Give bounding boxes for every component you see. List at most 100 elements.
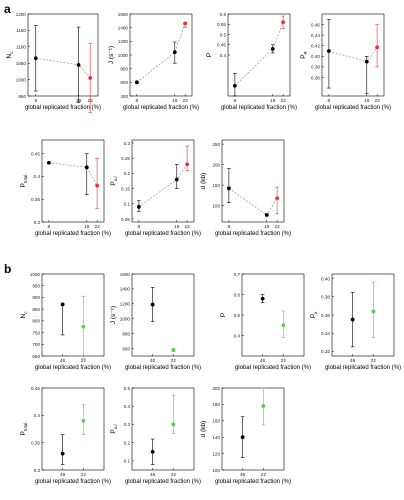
series-connector-line (234, 22, 284, 86)
y-tick-label: 1000 (120, 317, 131, 322)
y-tick-label: 800 (32, 319, 40, 324)
x-tick-label: 8 (328, 98, 331, 104)
plot-frame (129, 13, 193, 97)
data-point-green (261, 404, 266, 408)
y-tick-label: 0.4 (34, 413, 41, 418)
series-connector-line (48, 162, 98, 186)
y-tick-label: 0.55 (217, 22, 226, 27)
y-tick-label: 0.25 (121, 156, 130, 161)
axis-xlabel: global replicated fraction (%) (235, 365, 311, 371)
y-tick-label: 100 (212, 468, 220, 473)
y-tick-label: 1600 (120, 272, 131, 277)
y-tick-label: 0.40 (321, 276, 330, 281)
x-tick-label: 22 (374, 98, 380, 104)
y-tick-label: 0.3 (124, 422, 131, 427)
panel-label-a: a (4, 2, 11, 16)
data-point-red (281, 20, 286, 25)
data-point-black (270, 46, 275, 51)
y-tick-label: 100 (212, 203, 220, 208)
data-point-black (240, 435, 245, 440)
y-tick-label: 160 (212, 419, 220, 424)
x-tick-label: 22 (182, 98, 188, 104)
y-tick-label: 400 (120, 94, 128, 99)
y-tick-label: 1000 (30, 272, 41, 277)
axis-ylabel: Pu,l (110, 176, 118, 185)
plot-frame (227, 13, 291, 97)
y-tick-label: 0.32 (321, 349, 330, 354)
y-tick-label: 0.35 (31, 440, 40, 445)
x-tick-label: 8 (138, 224, 141, 230)
axis-ylabel: Ptotal (20, 423, 28, 436)
y-tick-label: 180 (212, 402, 220, 407)
y-tick-label: 0.46 (311, 22, 320, 27)
y-tick-label: 150 (212, 183, 220, 188)
axis-ylabel: Nc (6, 51, 14, 59)
axis-xlabel: global replicated fraction (%) (125, 365, 201, 371)
y-tick-label: 1100 (16, 45, 26, 50)
y-tick-label: 0.4 (34, 174, 41, 179)
y-tick-label: 0.38 (311, 65, 320, 70)
data-point-green (81, 418, 86, 423)
x-tick-label: 46 (150, 472, 156, 478)
x-tick-label: 46 (60, 358, 66, 364)
x-tick-label: 19 (174, 224, 180, 230)
y-tick-label: 0.34 (321, 331, 330, 336)
y-tick-label: 1600 (118, 12, 129, 17)
y-tick-label: 750 (32, 330, 40, 335)
data-point-black (260, 296, 265, 301)
data-point-black (150, 302, 155, 307)
data-point-red (88, 76, 93, 80)
plot-frame (241, 273, 305, 357)
y-tick-label: 1200 (118, 39, 129, 44)
y-tick-label: 0.45 (31, 151, 40, 156)
data-point-black (232, 83, 237, 88)
y-tick-label: 600 (122, 346, 130, 351)
axis-xlabel: global replicated fraction (%) (215, 231, 291, 237)
data-point-green (371, 309, 376, 314)
series-connector-line (328, 47, 378, 62)
x-tick-label: 8 (136, 98, 139, 104)
plot-frame (321, 13, 385, 97)
data-point-black (60, 302, 65, 307)
y-tick-label: 1050 (16, 61, 27, 66)
y-tick-label: 0.4 (234, 333, 241, 338)
y-tick-label: 200 (212, 386, 220, 391)
x-tick-label: 8 (34, 98, 37, 104)
y-tick-label: 0.40 (311, 54, 320, 59)
data-point-black (134, 80, 139, 85)
y-tick-label: 0.5 (234, 313, 241, 318)
y-tick-label: 120 (212, 451, 220, 456)
x-tick-label: 46 (240, 472, 246, 478)
axis-ylabel: Nc (20, 311, 28, 319)
axis-ylabel: P (206, 53, 213, 57)
axis-ylabel: Pu,l (110, 424, 118, 433)
y-tick-label: 0.5 (220, 32, 227, 37)
x-tick-label: 22 (81, 472, 87, 478)
y-tick-label: 600 (120, 80, 128, 85)
y-tick-label: 850 (32, 307, 40, 312)
y-tick-label: 800 (120, 66, 128, 71)
data-point-green (81, 324, 86, 329)
data-point-black (76, 62, 81, 67)
y-tick-label: 0.1 (124, 202, 131, 207)
axis-ylabel: d (kb) (200, 173, 207, 190)
data-point-black (264, 213, 269, 217)
y-tick-label: 950 (32, 284, 40, 289)
axis-ylabel: P (220, 313, 227, 317)
y-tick-label: 200 (212, 162, 220, 167)
plot-frame (41, 139, 105, 223)
plot-frame (131, 139, 195, 223)
x-tick-label: 22 (171, 358, 177, 364)
y-tick-label: 0.3 (34, 220, 41, 225)
axis-xlabel: global replicated fraction (%) (315, 105, 391, 111)
plot-frame (41, 387, 105, 471)
x-tick-label: 22 (371, 358, 377, 364)
x-tick-label: 19 (264, 224, 270, 230)
x-tick-label: 46 (350, 358, 356, 364)
x-tick-label: 22 (280, 98, 286, 104)
x-tick-label: 22 (274, 224, 280, 230)
y-tick-label: 0.3 (34, 468, 41, 473)
y-tick-label: 0.6 (220, 12, 227, 17)
